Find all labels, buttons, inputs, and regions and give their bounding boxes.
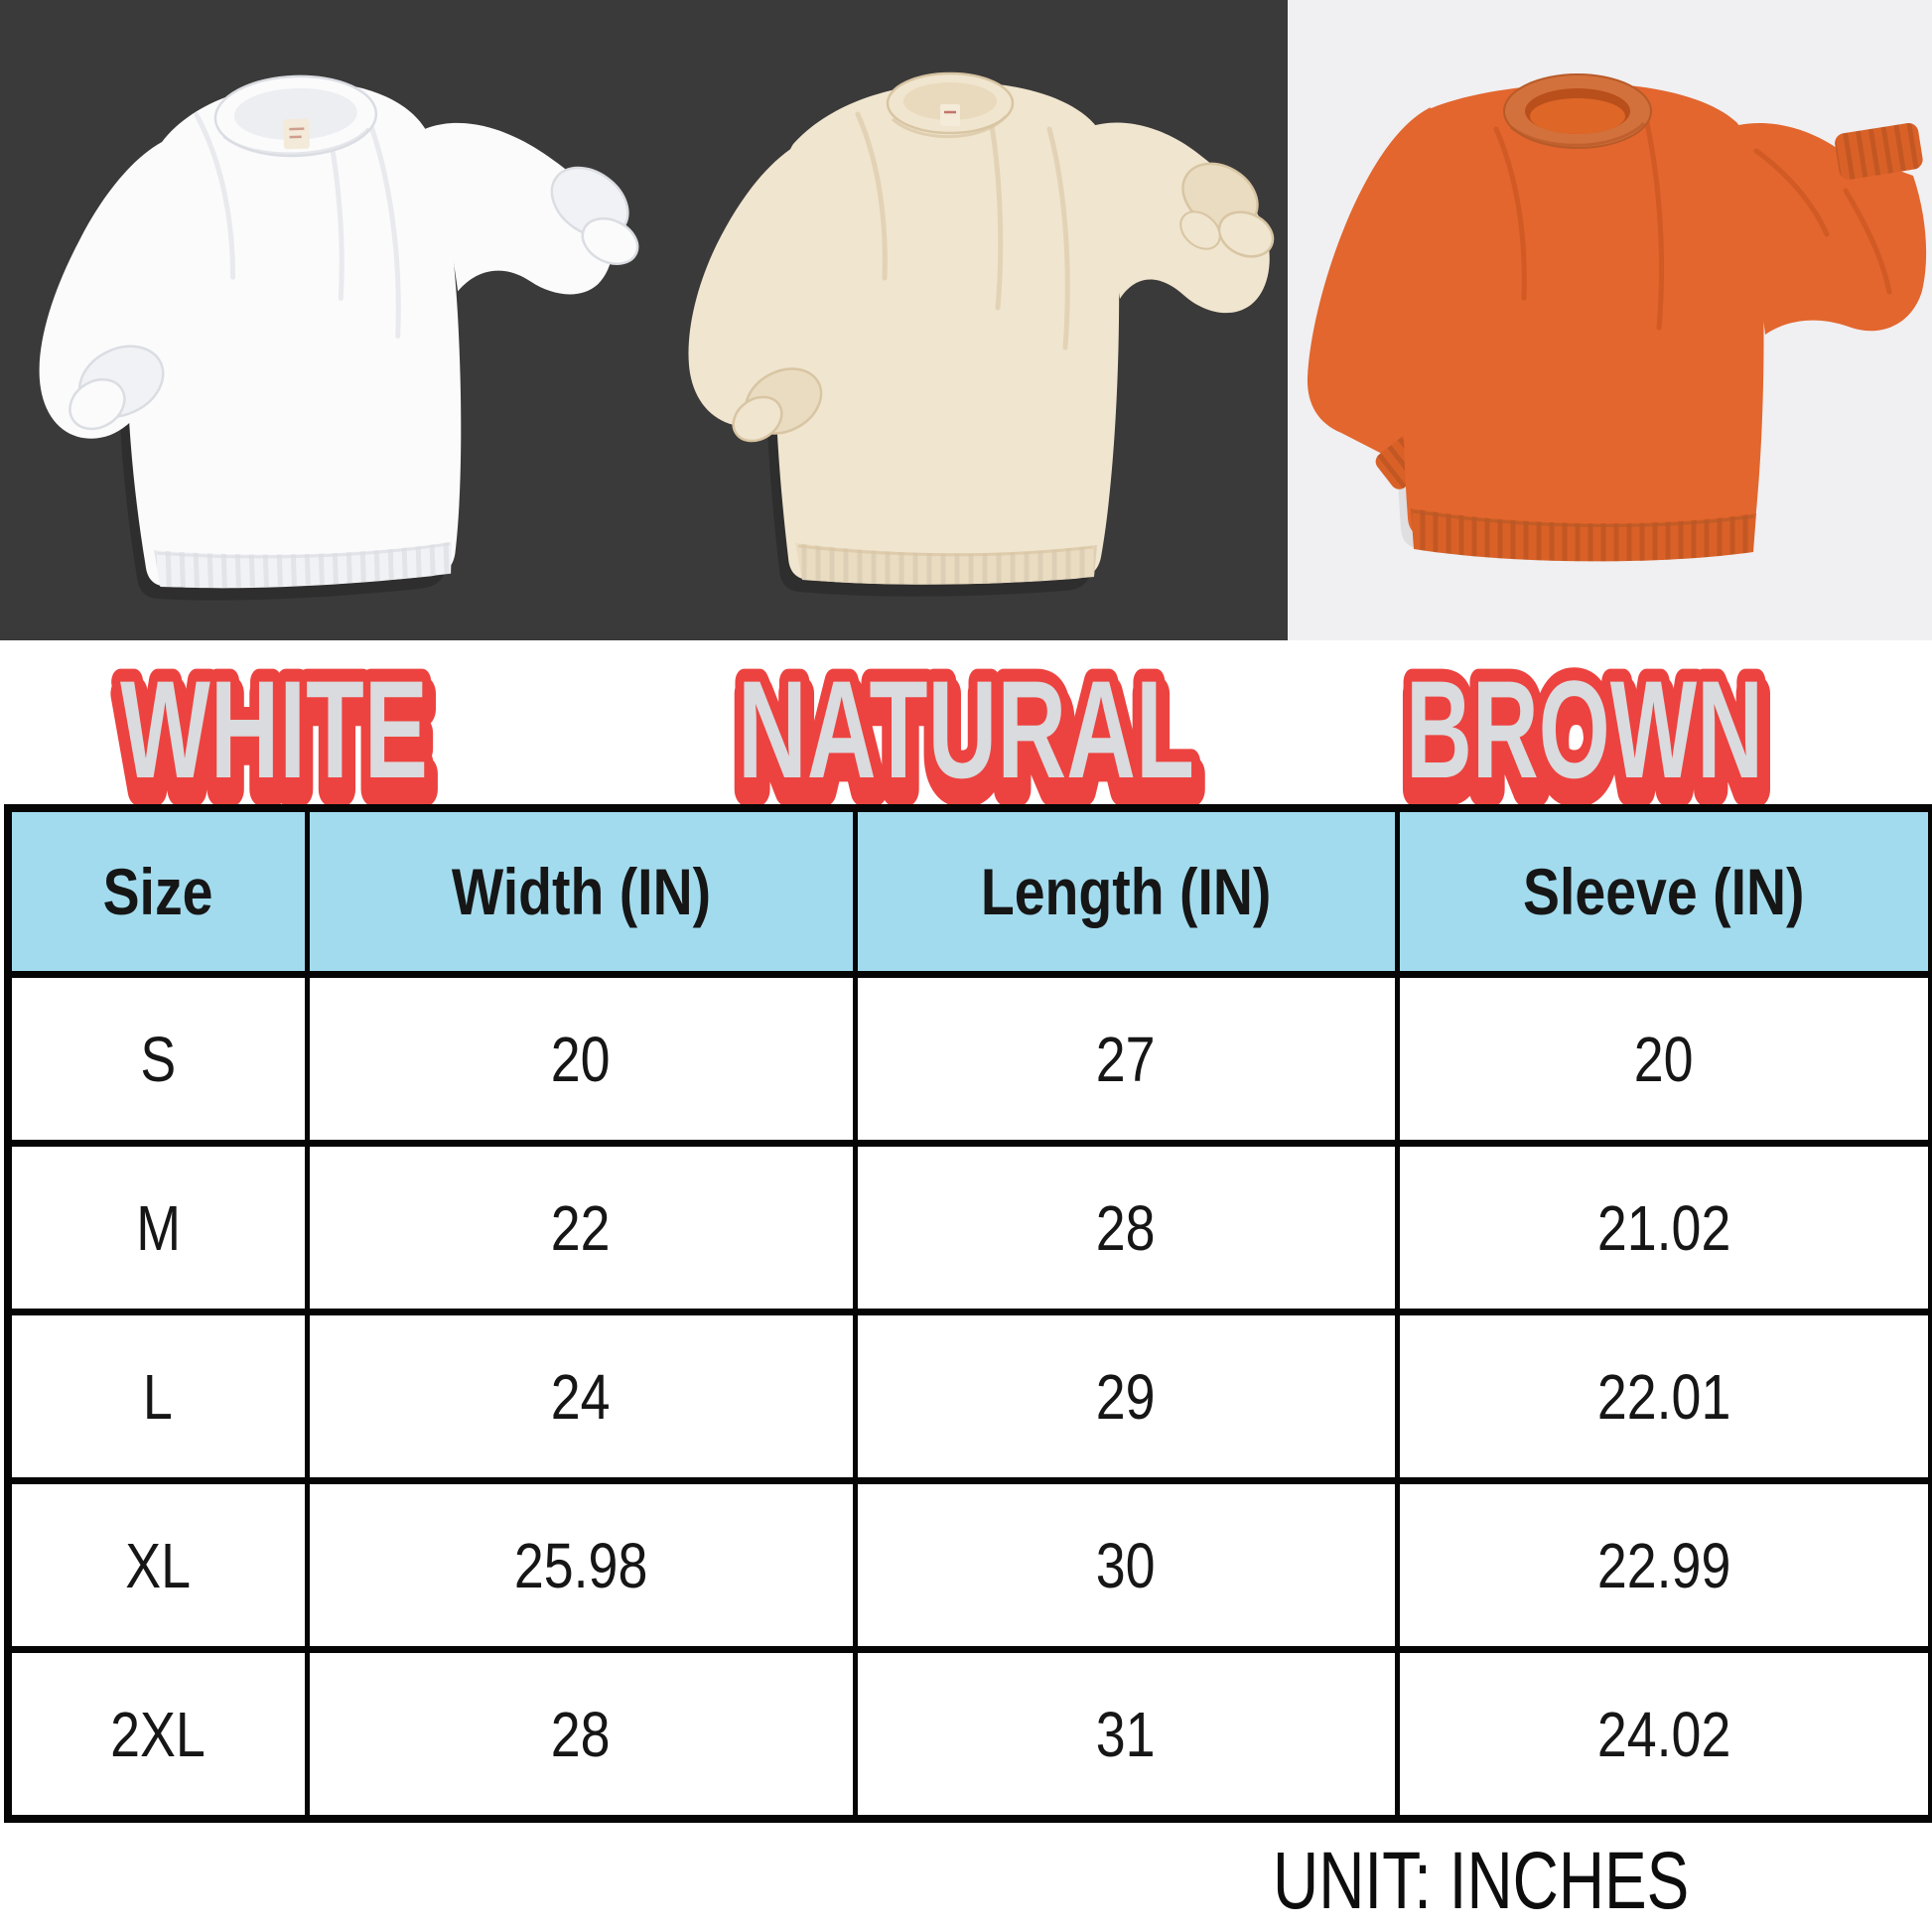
cell-sleeve: 21.02 — [1394, 1140, 1932, 1315]
col-header-length: Length (IN) — [852, 804, 1400, 978]
cell-sleeve: 22.99 — [1394, 1477, 1932, 1653]
cell-width: 20 — [304, 971, 858, 1147]
cell-size: 2XL — [5, 1646, 310, 1823]
sleeve — [1083, 122, 1270, 314]
collar-opening — [1530, 98, 1625, 134]
cell-length: 30 — [852, 1477, 1400, 1653]
table-row-xl: XL 25.98 30 22.99 — [5, 1477, 1932, 1653]
table-row-2xl: 2XL 28 31 24.02 — [5, 1646, 1932, 1823]
neck-tag — [940, 104, 960, 126]
color-label-brown-shadow: BROWN — [1408, 663, 1765, 806]
product-photos — [0, 0, 1932, 640]
table-row-l: L 24 29 22.01 — [5, 1309, 1932, 1484]
unit-note: UNIT: INCHES — [1273, 1836, 1690, 1926]
cell-length: 28 — [852, 1140, 1400, 1315]
neck-tag — [283, 118, 310, 150]
color-label-natural: NATURAL — [738, 651, 1194, 806]
cell-width: 24 — [304, 1309, 858, 1484]
product-photo-natural — [644, 0, 1288, 640]
cell-size: L — [5, 1309, 310, 1484]
table-row-m: M 22 28 21.02 — [5, 1140, 1932, 1315]
collar-opening — [903, 82, 997, 120]
col-header-sleeve: Sleeve (IN) — [1394, 804, 1932, 978]
cell-length: 27 — [852, 971, 1400, 1147]
cell-width: 25.98 — [304, 1477, 858, 1653]
natural-sweatshirt — [688, 71, 1275, 597]
color-label-white-shadow: WHITE — [122, 663, 430, 806]
cell-width: 22 — [304, 1140, 858, 1315]
sleeve — [418, 122, 614, 295]
cuff-roll — [1179, 210, 1221, 250]
cell-size: S — [5, 971, 310, 1147]
product-photo-white — [0, 0, 644, 640]
cuff-band — [1835, 123, 1923, 180]
cell-sleeve: 20 — [1394, 971, 1932, 1147]
header-row: Size Width (IN) Length (IN) Sleeve (IN) — [5, 804, 1932, 978]
cell-length: 29 — [852, 1309, 1400, 1484]
color-label-natural-shadow: NATURAL — [740, 663, 1196, 806]
cuff-roll — [732, 395, 783, 443]
cell-length: 31 — [852, 1646, 1400, 1823]
table-row-s: S 20 27 20 — [5, 971, 1932, 1147]
cuff-roll — [69, 378, 126, 431]
size-chart-table: Size Width (IN) Length (IN) Sleeve (IN) … — [4, 804, 1932, 1823]
cell-sleeve: 24.02 — [1394, 1646, 1932, 1823]
color-label-white: WHITE — [120, 651, 428, 806]
color-labels: WHITE NATURAL BROWN WHITE NATURAL BROWN — [105, 640, 1782, 806]
brown-sweatshirt — [1307, 73, 1927, 562]
cell-size: M — [5, 1140, 310, 1315]
color-label-brown: BROWN — [1406, 651, 1763, 806]
product-photo-brown — [1288, 0, 1932, 640]
cell-size: XL — [5, 1477, 310, 1653]
white-sweatshirt — [39, 74, 639, 605]
col-header-size: Size — [5, 804, 310, 978]
cuff-roll — [581, 216, 639, 265]
collar-opening — [233, 87, 357, 141]
cell-sleeve: 22.01 — [1394, 1309, 1932, 1484]
col-header-width: Width (IN) — [304, 804, 858, 978]
cuff-roll — [1217, 210, 1275, 258]
cell-width: 28 — [304, 1646, 858, 1823]
